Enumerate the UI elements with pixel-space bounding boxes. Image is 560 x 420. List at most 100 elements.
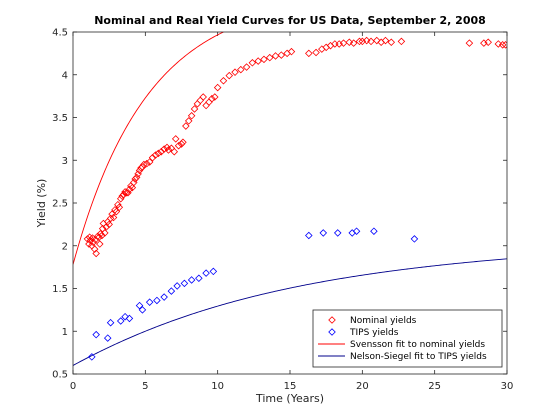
nominal-yields-point <box>494 40 503 48</box>
nominal-yields-point <box>115 203 124 212</box>
nominal-yields-point <box>367 37 375 46</box>
nominal-yields-point <box>498 41 507 49</box>
y-tick-label: 1.5 <box>52 284 68 295</box>
nominal-yields-point <box>335 40 343 48</box>
nominal-yields-point <box>225 71 234 80</box>
legend-label: Nelson-Siegel fit to TIPS yields <box>350 352 487 362</box>
tips-yields-point <box>88 353 96 361</box>
y-tick-label: 2 <box>62 241 68 252</box>
nominal-yields-point <box>163 143 171 152</box>
tips-yields-point <box>370 227 378 235</box>
tips-yields-point <box>106 318 115 327</box>
legend-label: TIPS yields <box>349 328 399 338</box>
tips-yields-point <box>135 301 144 310</box>
nominal-yields-point <box>312 48 320 57</box>
tips-yields-point <box>305 231 313 240</box>
y-tick-label: 3.5 <box>52 113 68 124</box>
nominal-yields-point <box>484 38 492 47</box>
legend-label: Svensson fit to nominal yields <box>350 340 485 350</box>
nominal-yields-point <box>148 153 157 162</box>
nominal-yields-point <box>184 117 193 125</box>
nominal-yields-point <box>349 39 358 47</box>
chart-title: Nominal and Real Yield Curves for US Dat… <box>94 14 486 27</box>
nominal-yields-point <box>387 38 396 47</box>
nominal-yields-point <box>179 138 187 147</box>
y-tick-label: 3 <box>62 156 68 167</box>
nominal-yields-point <box>182 122 190 130</box>
nominal-yields-point <box>271 52 280 60</box>
nominal-yields-point <box>89 238 98 247</box>
nominal-yields-point <box>174 141 183 150</box>
nominal-yields-point <box>254 57 262 65</box>
nominal-yields-point <box>90 245 99 253</box>
tips-yields-point <box>195 274 203 283</box>
y-tick-label: 0.5 <box>52 370 68 381</box>
x-tick-label: 0 <box>70 381 76 392</box>
y-tick-label: 2.5 <box>52 199 68 210</box>
nominal-yields-point <box>362 36 371 45</box>
nominal-yields-point <box>465 39 474 47</box>
nominal-yields-point <box>116 194 125 203</box>
nominal-yields-point <box>98 231 106 240</box>
nominal-yields-point <box>339 39 348 47</box>
data-markers <box>83 36 507 361</box>
nominal-yields-point <box>208 94 216 103</box>
nominal-yields-point <box>170 147 179 156</box>
nominal-yields-point <box>213 83 222 92</box>
fit-curve-svensson <box>73 32 225 265</box>
tips-yields-point <box>173 282 181 290</box>
x-tick-label: 20 <box>356 381 369 392</box>
x-tick-label: 15 <box>284 381 297 392</box>
nominal-yields-point <box>106 214 115 223</box>
x-tick-label: 10 <box>211 381 224 392</box>
tips-yields-point <box>160 293 168 301</box>
nominal-yields-point <box>355 37 364 46</box>
nominal-yields-point <box>260 55 268 64</box>
nominal-yields-point <box>105 220 113 229</box>
fit-curve-nelson-siegel <box>73 258 507 366</box>
nominal-yields-point <box>140 160 148 169</box>
nominal-yields-point <box>480 39 488 47</box>
y-tick-label: 4 <box>62 70 68 81</box>
nominal-yields-point <box>231 68 239 76</box>
tips-yields-point <box>116 317 125 325</box>
nominal-yields-point <box>358 37 367 46</box>
x-tick-label: 5 <box>142 381 148 392</box>
y-axis-label: Yield (%) <box>35 179 48 229</box>
tips-yields-point <box>180 279 189 288</box>
nominal-yields-point <box>187 112 196 120</box>
tips-yields-point <box>202 269 210 277</box>
nominal-yields-point <box>145 158 154 166</box>
tips-yields-point <box>125 314 134 323</box>
nominal-yields-point <box>154 149 163 158</box>
nominal-yields-point <box>109 213 118 222</box>
nominal-yields-point <box>131 175 139 183</box>
nominal-yields-point <box>101 229 109 237</box>
tips-yields-point <box>410 235 419 243</box>
nominal-yields-point <box>171 135 180 143</box>
nominal-yields-point <box>397 37 406 46</box>
tips-yields-point <box>145 298 154 306</box>
nominal-yields-point <box>112 207 121 216</box>
legend: Nominal yields TIPS yields Svensson fit to… <box>312 309 503 368</box>
nominal-yields-point <box>287 47 296 56</box>
nominal-yields-point <box>248 59 257 67</box>
axes-box <box>72 31 508 375</box>
nominal-yields-point <box>92 249 100 258</box>
legend-box <box>312 309 503 368</box>
nominal-yields-point <box>102 223 111 231</box>
y-tick-label: 1 <box>62 327 68 338</box>
legend-label: Nominal yields <box>350 316 417 326</box>
nominal-yields-point <box>164 146 173 154</box>
nominal-yields-point <box>265 53 274 62</box>
tips-yields-point <box>209 267 218 276</box>
tips-yields-point <box>92 330 100 339</box>
nominal-yields-point <box>501 41 507 49</box>
nominal-yields-point <box>381 36 390 45</box>
nominal-yields-point <box>242 63 251 71</box>
tips-yields-point <box>319 229 328 237</box>
tips-yields-point <box>333 229 342 237</box>
legend-items: Nominal yields TIPS yields Svensson fit to… <box>318 316 487 362</box>
tips-yields-point <box>187 276 196 284</box>
